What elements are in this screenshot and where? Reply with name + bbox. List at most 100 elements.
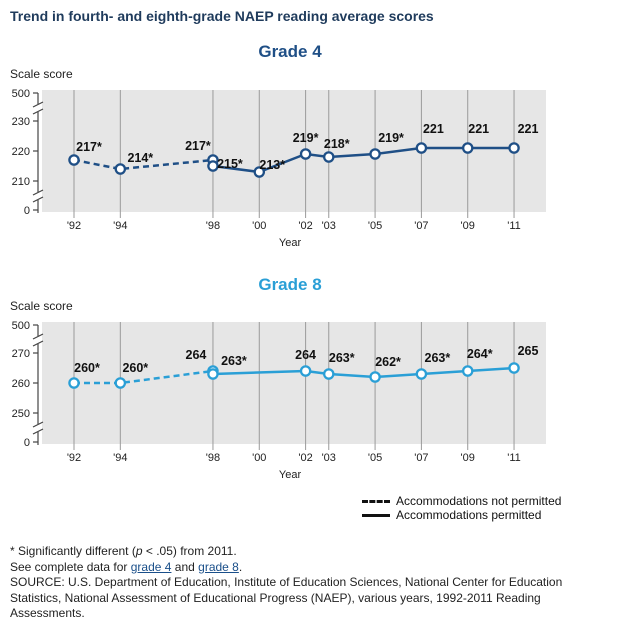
grade4-chart: Scale score '92 '94 '98 '00 '02 '03 '05 '07 '09 '1…	[10, 67, 546, 249]
data-label: 213*	[259, 158, 285, 172]
data-point	[207, 160, 219, 172]
grade4-title: Grade 4	[258, 42, 322, 61]
data-point	[369, 148, 381, 160]
data-label: 260*	[122, 361, 148, 375]
data-point	[369, 371, 381, 383]
data-label: 221	[468, 122, 489, 136]
data-label: 262*	[375, 355, 401, 369]
data-label: 219*	[293, 131, 319, 145]
data-point	[207, 368, 219, 380]
data-point	[299, 365, 312, 377]
chart-legend: Accommodations not permitted Accommodati…	[362, 494, 561, 522]
data-point	[461, 142, 474, 154]
y-tick-label: 210	[12, 176, 30, 188]
x-tick-label: '00	[252, 220, 266, 232]
legend-dashed-swatch	[362, 499, 390, 503]
grade8-title: Grade 8	[258, 275, 322, 294]
x-tick-label: '09	[461, 220, 475, 232]
series-line-permitted	[212, 146, 514, 174]
y-tick-label: 0	[24, 205, 30, 217]
data-label: 215*	[217, 157, 243, 171]
legend-item-not-permitted: Accommodations not permitted	[362, 494, 561, 508]
data-point	[415, 142, 428, 154]
axis-break-mark	[32, 421, 44, 428]
data-label: 265	[518, 344, 539, 358]
y-tick-label: 220	[12, 146, 30, 158]
y-tick-label: 500	[12, 88, 30, 100]
axis-break-mark	[32, 189, 44, 196]
x-tick-label: '92	[67, 220, 81, 232]
data-label: 217*	[185, 139, 211, 153]
legend-solid-swatch	[362, 513, 390, 517]
x-tick-label: '05	[368, 452, 382, 464]
x-tick-label: '07	[414, 452, 428, 464]
data-point	[508, 362, 520, 374]
x-tick-label: '92	[67, 452, 81, 464]
data-point	[299, 148, 312, 160]
data-point	[253, 166, 266, 178]
data-label: 264	[186, 348, 207, 362]
data-label: 219*	[378, 131, 404, 145]
chart-main-title: Trend in fourth- and eighth-grade NAEP r…	[10, 8, 434, 24]
x-axis-title: Year	[279, 237, 302, 249]
y-axis-title: Scale score	[10, 67, 73, 81]
data-label: 263*	[329, 351, 355, 365]
data-label: 260*	[74, 361, 100, 375]
x-tick-label: '09	[461, 452, 475, 464]
axis-break-mark	[32, 196, 44, 203]
data-label: 221	[423, 122, 444, 136]
footnotes: * Significantly different (p < .05) from…	[10, 544, 610, 622]
data-point	[114, 163, 127, 175]
data-label: 264	[295, 348, 316, 362]
y-tick-label: 270	[12, 348, 30, 360]
x-axis-title: Year	[279, 469, 302, 481]
x-tick-label: '02	[298, 220, 312, 232]
data-point	[68, 154, 80, 166]
x-tick-label: '05	[368, 220, 382, 232]
y-tick-label: 250	[12, 408, 30, 420]
data-point	[323, 368, 335, 380]
significance-note: * Significantly different (p < .05) from…	[10, 544, 610, 560]
x-tick-label: '03	[322, 452, 336, 464]
data-point	[508, 142, 520, 154]
series-line-not-permitted	[74, 369, 214, 385]
axis-break-mark	[32, 340, 44, 347]
x-tick-label: '11	[507, 452, 521, 464]
significance-p: p	[135, 544, 143, 558]
legend-dashed-label: Accommodations not permitted	[396, 494, 562, 508]
x-tick-label: '03	[322, 220, 336, 232]
data-label: 263*	[221, 354, 247, 368]
axis-break-mark	[32, 333, 44, 340]
complete-data-note: See complete data for grade 4 and grade …	[10, 560, 610, 576]
y-tick-label: 260	[12, 378, 30, 390]
legend-solid-label: Accommodations permitted	[396, 508, 542, 522]
significance-prefix: * Significantly different (	[10, 544, 136, 558]
x-tick-label: '98	[206, 452, 220, 464]
data-point	[68, 377, 80, 389]
data-label: 217*	[76, 140, 102, 154]
x-tick-label: '00	[252, 452, 266, 464]
x-tick-label: '11	[507, 220, 521, 232]
x-tick-label: '98	[206, 220, 220, 232]
source-note: SOURCE: U.S. Department of Education, In…	[10, 575, 563, 620]
significance-suffix: < .05) from 2011.	[142, 544, 237, 558]
grade8-chart: Scale score '92 '94 '98 '00 '02 '03 '05 '07 '09 '1…	[10, 299, 546, 481]
plot-background	[42, 90, 546, 212]
data-label: 221	[518, 122, 539, 136]
x-tick-label: '02	[298, 452, 312, 464]
y-tick-label: 0	[24, 437, 30, 449]
data-point	[415, 368, 428, 380]
y-axis-title: Scale score	[10, 299, 73, 313]
x-tick-label: '94	[113, 452, 127, 464]
grade4-data-link[interactable]: grade 4	[130, 559, 172, 574]
data-point	[461, 365, 474, 377]
grade8-data-link[interactable]: grade 8	[198, 559, 239, 574]
y-tick-label: 230	[12, 116, 30, 128]
legend-item-permitted: Accommodations permitted	[362, 508, 561, 522]
series-line-not-permitted	[73, 158, 214, 171]
data-label: 214*	[127, 151, 153, 165]
data-point	[114, 377, 127, 389]
data-label: 218*	[324, 137, 350, 151]
complete-and: and	[171, 559, 199, 574]
data-label: 264*	[467, 347, 493, 361]
